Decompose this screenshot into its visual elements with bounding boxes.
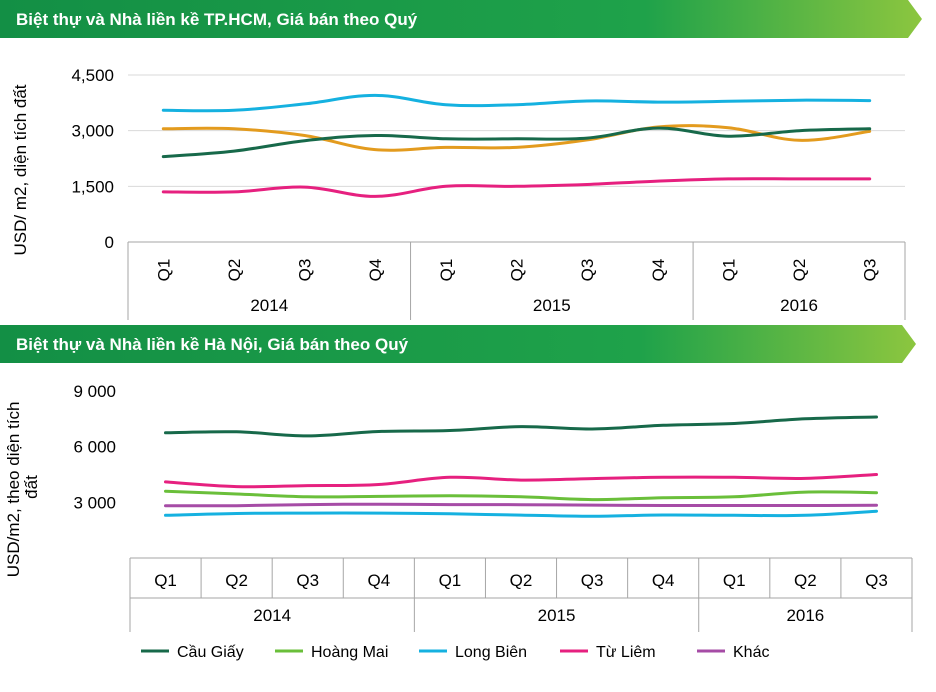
legend-item-khac: Khác — [697, 644, 769, 661]
hcm-x-tick-label: Q2 — [508, 259, 527, 282]
legend-label-khac: Khác — [733, 644, 769, 661]
hanoi-y-axis-label: USD/m2, theo diện tích đất — [4, 397, 41, 578]
legend-label-hoang-mai: Hoàng Mai — [311, 644, 388, 661]
hanoi-series-long-bien — [164, 509, 878, 518]
hcm-header: Biệt thự và Nhà liền kề TP.HCM, Giá bán … — [0, 0, 922, 38]
hanoi-header: Biệt thự và Nhà liền kề Hà Nội, Giá bán … — [0, 325, 916, 363]
hcm-series-tu-liem — [161, 177, 872, 198]
hcm-year-label-2015: 2015 — [533, 296, 571, 315]
hanoi-year-label-2014: 2014 — [253, 606, 291, 625]
hanoi-y-tick-label: 3 000 — [73, 493, 116, 512]
hanoi-y-ticks: 3 000 6 000 9 000 — [73, 382, 116, 512]
hanoi-chart-title: Biệt thự và Nhà liền kề Hà Nội, Giá bán … — [16, 335, 409, 354]
hanoi-x-tick-label: Q3 — [865, 571, 888, 590]
hanoi-chart: USD/m2, theo diện tích đất 3 000 6 000 9 0… — [4, 382, 913, 632]
hanoi-series-hoang-mai — [164, 489, 878, 502]
hcm-x-tick-label: Q3 — [578, 259, 597, 282]
hcm-header-banner — [0, 0, 922, 38]
hcm-x-tick-label: Q1 — [437, 259, 456, 282]
legend-label-tu-liem: Từ Liêm — [596, 644, 656, 661]
hanoi-x-tick-label: Q2 — [794, 571, 817, 590]
hcm-x-tick-label: Q1 — [719, 259, 738, 282]
hcm-year-label-2016: 2016 — [780, 296, 818, 315]
legend: Cầu Giấy Hoàng Mai Long Biên Từ Liêm Khác — [141, 644, 769, 661]
hcm-chart: USD/ m2, diện tích đất 01,5003,0004,500 … — [11, 66, 906, 320]
hanoi-y-tick-label: 9 000 — [73, 382, 116, 401]
hcm-y-ticks: 0 1,500 3,000 4,500 — [71, 66, 114, 252]
hanoi-x-tick-label: Q4 — [367, 571, 390, 590]
legend-item-tu-liem: Từ Liêm — [560, 644, 656, 661]
hcm-series — [161, 93, 872, 198]
legend-item-hoang-mai: Hoàng Mai — [275, 644, 388, 661]
legend-label-long-bien: Long Biên — [455, 644, 527, 661]
hanoi-y-axis-label-line1: USD/m2, theo diện tích — [4, 401, 23, 577]
hanoi-x-tick-label: Q1 — [154, 571, 177, 590]
hcm-y-tick-label: 1,500 — [71, 177, 114, 196]
hcm-series-series-2 — [161, 124, 872, 152]
hcm-series-long-bien — [161, 93, 872, 113]
hanoi-x-tick-label: Q4 — [652, 571, 675, 590]
hcm-y-axis-label: USD/ m2, diện tích đất — [11, 84, 30, 255]
hanoi-x-tick-label: Q1 — [439, 571, 462, 590]
hanoi-y-axis-label-line2: đất — [22, 475, 41, 499]
hanoi-x-tick-label: Q2 — [510, 571, 533, 590]
hcm-x-tick-label: Q2 — [225, 259, 244, 282]
hcm-series-cau-giay — [161, 126, 872, 159]
hanoi-series — [164, 415, 878, 518]
hanoi-x-tick-label: Q2 — [225, 571, 248, 590]
hcm-y-tick-label: 0 — [105, 233, 114, 252]
hanoi-x-axis: 2014 2015 2016 Q1 Q2 Q3 Q4 Q1 Q2 Q3 Q4 Q1 Q2 Q3 — [129, 557, 913, 632]
hcm-y-tick-label: 3,000 — [71, 122, 114, 141]
hanoi-year-label-2015: 2015 — [538, 606, 576, 625]
hcm-x-tick-label: Q3 — [861, 259, 880, 282]
hcm-chart-title: Biệt thự và Nhà liền kề TP.HCM, Giá bán … — [16, 10, 418, 29]
hanoi-x-tick-label: Q3 — [296, 571, 319, 590]
hcm-year-label-2014: 2014 — [250, 296, 288, 315]
hcm-x-tick-label: Q4 — [649, 259, 668, 282]
hanoi-series-cau-giay — [164, 415, 878, 438]
hcm-x-tick-label: Q1 — [154, 259, 173, 282]
hanoi-x-tick-label: Q1 — [723, 571, 746, 590]
hcm-x-tick-label: Q2 — [790, 259, 809, 282]
hanoi-year-label-2016: 2016 — [786, 606, 824, 625]
hanoi-series-tu-liem — [164, 473, 878, 489]
hanoi-y-tick-label: 6 000 — [73, 438, 116, 457]
hcm-x-axis: 2014 2015 2016 Q1 Q2 Q3 Q4 Q1 Q2 Q3 Q4 Q1 Q2 Q3 — [127, 241, 906, 320]
hcm-y-tick-label: 4,500 — [71, 66, 114, 85]
hcm-x-tick-label: Q3 — [296, 259, 315, 282]
legend-item-cau-giay: Cầu Giấy — [141, 644, 244, 661]
legend-item-long-bien: Long Biên — [419, 644, 527, 661]
hanoi-x-tick-label: Q3 — [581, 571, 604, 590]
hcm-x-tick-label: Q4 — [366, 259, 385, 282]
hanoi-series-khac — [164, 502, 878, 508]
legend-label-cau-giay: Cầu Giấy — [177, 644, 244, 661]
hanoi-header-banner — [0, 325, 916, 363]
